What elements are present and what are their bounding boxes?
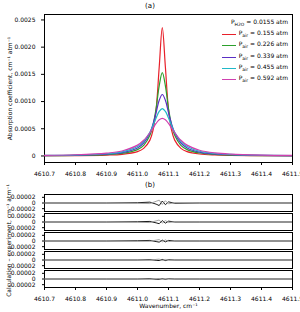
html-text:Pair= 0.226 atm: Pair= 0.226 atm bbox=[238, 40, 288, 50]
svg-text:0: 0 bbox=[31, 198, 36, 206]
svg-text:4611.2: 4611.2 bbox=[189, 294, 210, 302]
svg-text:0.00002: 0.00002 bbox=[11, 193, 36, 200]
svg-text:4611.4: 4611.4 bbox=[251, 170, 272, 177]
svg-text:Absorption coefficient, cm⁻¹ a: Absorption coefficient, cm⁻¹ atm⁻¹ bbox=[6, 36, 14, 140]
html-text:Calculation – experiment, cm⁻¹: Calculation – experiment, cm⁻¹ atm⁻¹ bbox=[4, 183, 12, 297]
svg-text:-0.00002: -0.00002 bbox=[8, 261, 36, 269]
svg-text:4611.0: 4611.0 bbox=[127, 170, 148, 177]
svg-text:4611.5: 4611.5 bbox=[282, 295, 300, 302]
svg-text:4611.0: 4611.0 bbox=[127, 294, 148, 302]
svg-text:Wavenumber, cm⁻¹: Wavenumber, cm⁻¹ bbox=[139, 302, 198, 309]
html-text:Pair= 0.339 atm: Pair= 0.339 atm bbox=[238, 51, 288, 61]
svg-text:4611.1: 4611.1 bbox=[158, 294, 179, 302]
html-text:Pair= 0.155 atm: Pair= 0.155 atm bbox=[238, 29, 288, 39]
html-text:Pair= 0.592 atm: Pair= 0.592 atm bbox=[238, 73, 288, 84]
svg-text:0: 0 bbox=[31, 274, 36, 282]
svg-text:0.0005: 0.0005 bbox=[15, 125, 36, 132]
svg-text:4611.1: 4611.1 bbox=[158, 170, 179, 177]
svg-text:4610.7: 4610.7 bbox=[34, 170, 55, 177]
html-text:PH2O= 0.0155 atm: PH2O= 0.0155 atm bbox=[231, 18, 288, 28]
svg-text:-0.00002: -0.00002 bbox=[8, 223, 36, 231]
svg-text:-0.00002: -0.00002 bbox=[8, 242, 36, 250]
svg-text:4610.8: 4610.8 bbox=[65, 295, 86, 302]
svg-text:-0.00002: -0.00002 bbox=[8, 280, 36, 288]
svg-text:4610.8: 4610.8 bbox=[65, 170, 86, 177]
html-text:(b): (b) bbox=[145, 181, 155, 189]
svg-text:0.0020: 0.0020 bbox=[15, 43, 36, 50]
html-text:(a): (a) bbox=[145, 2, 155, 10]
svg-text:4611.3: 4611.3 bbox=[220, 170, 241, 177]
svg-text:0.00002: 0.00002 bbox=[11, 250, 36, 257]
svg-text:0: 0 bbox=[32, 152, 36, 159]
svg-text:0.00002: 0.00002 bbox=[11, 269, 36, 276]
svg-text:4611.4: 4611.4 bbox=[251, 295, 272, 302]
svg-text:4611.3: 4611.3 bbox=[220, 295, 241, 302]
svg-text:0: 0 bbox=[31, 217, 36, 225]
svg-text:0.0025: 0.0025 bbox=[15, 16, 36, 23]
svg-text:4610.9: 4610.9 bbox=[96, 295, 117, 302]
svg-text:4610.9: 4610.9 bbox=[96, 170, 117, 177]
svg-text:4611.5: 4611.5 bbox=[282, 170, 300, 177]
svg-text:0.0010: 0.0010 bbox=[15, 97, 36, 104]
svg-text:-0.00002: -0.00002 bbox=[8, 204, 36, 212]
svg-text:0.00002: 0.00002 bbox=[11, 231, 36, 238]
svg-text:0: 0 bbox=[31, 236, 36, 244]
svg-text:0.0015: 0.0015 bbox=[15, 70, 36, 77]
svg-text:4610.7: 4610.7 bbox=[34, 295, 55, 302]
svg-text:0: 0 bbox=[31, 255, 36, 263]
svg-text:4611.2: 4611.2 bbox=[189, 170, 210, 177]
svg-text:0.00002: 0.00002 bbox=[11, 212, 36, 219]
html-text:Pair= 0.455 atm: Pair= 0.455 atm bbox=[238, 62, 288, 72]
